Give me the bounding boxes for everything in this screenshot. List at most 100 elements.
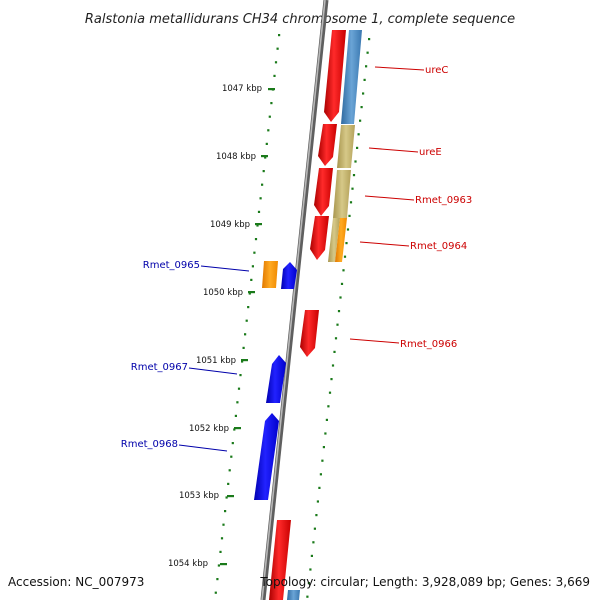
outer-tick — [356, 146, 359, 149]
label-rmet-0968[interactable]: Rmet_0968 — [121, 439, 178, 450]
ruler-minor-tick — [259, 197, 262, 200]
leader-rmet-0964 — [359, 241, 410, 247]
gene-labels: ureC ureE Rmet_0963 Rmet_0964 Rmet_0966 … — [121, 65, 472, 450]
khaki-segment — [337, 125, 355, 168]
leader-rmet-0963 — [364, 195, 415, 201]
ruler-minor-tick — [230, 455, 233, 458]
ruler-minor-tick — [273, 74, 276, 77]
leader-rmet-0966 — [349, 338, 400, 344]
outer-tick — [321, 459, 324, 462]
ruler-label: 1050 kbp — [203, 288, 243, 298]
outer-tick — [319, 473, 322, 476]
label-ureE[interactable]: ureE — [419, 147, 442, 158]
outer-tick — [340, 282, 344, 285]
reverse-genes — [254, 261, 297, 500]
khaki-segment — [328, 218, 340, 262]
outer-tick — [306, 595, 309, 598]
ruler-minor-tick — [254, 238, 258, 241]
ruler-minor-tick — [257, 210, 261, 213]
label-rmet-0963[interactable]: Rmet_0963 — [415, 195, 472, 206]
ruler-minor-tick — [239, 374, 242, 377]
ruler-major-tick — [227, 495, 234, 498]
outer-tick — [331, 364, 335, 367]
outer-tick — [362, 92, 365, 95]
leader-ureC — [374, 66, 425, 71]
forward-genes — [269, 30, 346, 600]
outer-tick — [363, 78, 366, 81]
ruler-minor-tick — [261, 183, 264, 186]
outer-tick — [357, 133, 360, 136]
map-title: Ralstonia metallidurans CH34 chromosome … — [85, 12, 515, 27]
outer-tick — [360, 106, 363, 109]
khaki-segment — [333, 170, 351, 218]
ruler-minor-tick — [274, 61, 278, 64]
gene-ureE[interactable] — [318, 124, 337, 166]
ruler-minor-tick — [256, 224, 259, 227]
outer-tick — [307, 582, 310, 585]
leader-ureE — [368, 147, 419, 153]
label-rmet-0964[interactable]: Rmet_0964 — [410, 241, 467, 252]
ruler-minor-tick — [270, 102, 273, 105]
gene-ureC[interactable] — [324, 30, 346, 122]
ruler-minor-tick — [242, 346, 245, 349]
genome-backbone — [260, 0, 329, 600]
ruler-minor-tick — [244, 333, 247, 336]
outer-tick — [336, 323, 339, 326]
segment-band — [287, 30, 362, 600]
label-ureC[interactable]: ureC — [425, 65, 448, 76]
outer-tick — [337, 310, 341, 313]
gene-red-bottom[interactable] — [269, 520, 291, 600]
ruler-label: 1053 kbp — [179, 491, 219, 501]
ruler-minor-tick — [262, 170, 265, 173]
leader-rmet-0968 — [178, 444, 228, 452]
ruler-major-tick — [268, 88, 275, 91]
outer-tick — [328, 391, 332, 394]
outer-tick — [346, 228, 350, 231]
outer-tick — [352, 174, 356, 177]
gene-rmet-0967[interactable] — [266, 355, 286, 403]
outer-tick — [368, 38, 371, 41]
ruler-minor-tick — [265, 142, 268, 145]
leader-lines — [178, 66, 425, 452]
label-rmet-0967[interactable]: Rmet_0967 — [131, 362, 188, 373]
leader-rmet-0967 — [188, 367, 238, 375]
outer-tick — [366, 51, 369, 54]
gene-blue-small[interactable] — [281, 262, 297, 289]
outer-tick — [318, 486, 321, 489]
outer-tick — [316, 500, 319, 503]
ruler-minor-tick — [225, 496, 228, 499]
label-rmet-0965[interactable]: Rmet_0965 — [143, 260, 200, 271]
outer-tick — [343, 255, 347, 258]
ruler-minor-tick — [248, 292, 251, 295]
outer-tick — [327, 405, 330, 408]
outer-tick — [315, 514, 318, 517]
gene-rmet-0968[interactable] — [254, 413, 279, 500]
outer-tick — [348, 214, 351, 217]
outer-tick — [313, 527, 316, 530]
ruler-minor-tick — [236, 401, 239, 404]
blue-segment — [287, 590, 300, 600]
ruler-minor-tick — [222, 523, 225, 526]
gene-rmet-0966[interactable] — [300, 310, 319, 357]
ruler-minor-tick — [216, 578, 219, 581]
outer-tick — [345, 242, 348, 245]
ruler-minor-tick — [268, 115, 271, 118]
ruler-minor-tick — [241, 360, 244, 363]
gene-rmet-0965[interactable] — [262, 261, 278, 288]
ruler-label: 1047 kbp — [222, 84, 262, 94]
outer-tick — [354, 160, 357, 163]
ruler-minor-tick — [276, 47, 279, 50]
label-rmet-0966[interactable]: Rmet_0966 — [400, 339, 457, 350]
outer-tick — [324, 432, 327, 435]
gene-rmet-0963[interactable] — [314, 168, 333, 216]
outer-tick — [359, 119, 362, 122]
ruler-major-tick — [248, 291, 255, 294]
ruler-minor-tick — [217, 564, 220, 567]
gene-rmet-0964[interactable] — [310, 216, 329, 260]
outer-tick — [339, 296, 342, 299]
ruler-minor-tick — [278, 34, 281, 37]
ruler-minor-tick — [245, 319, 248, 322]
leader-rmet-0965 — [200, 265, 250, 272]
ruler-label: 1051 kbp — [196, 356, 236, 366]
